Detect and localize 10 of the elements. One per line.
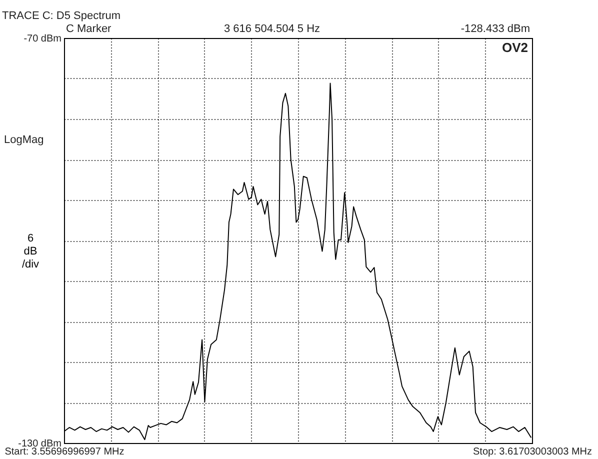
- x-tick-label: Start: 3.55696996997 MHz: [4, 446, 124, 458]
- y-axis-title: 6 dB /div: [22, 232, 40, 270]
- annotation: OV2: [502, 40, 528, 55]
- y-tick-label: -70 dBm: [24, 34, 62, 44]
- text: -128.433 dBm: [460, 23, 530, 35]
- text: C Marker: [66, 23, 112, 35]
- x-tick-label: Stop: 3.61703003003 MHz: [473, 446, 592, 458]
- chart-title: TRACE C: D5 Spectrum: [2, 10, 121, 22]
- text: 3 616 504.504 5 Hz: [224, 23, 320, 35]
- text: LogMag: [4, 134, 44, 146]
